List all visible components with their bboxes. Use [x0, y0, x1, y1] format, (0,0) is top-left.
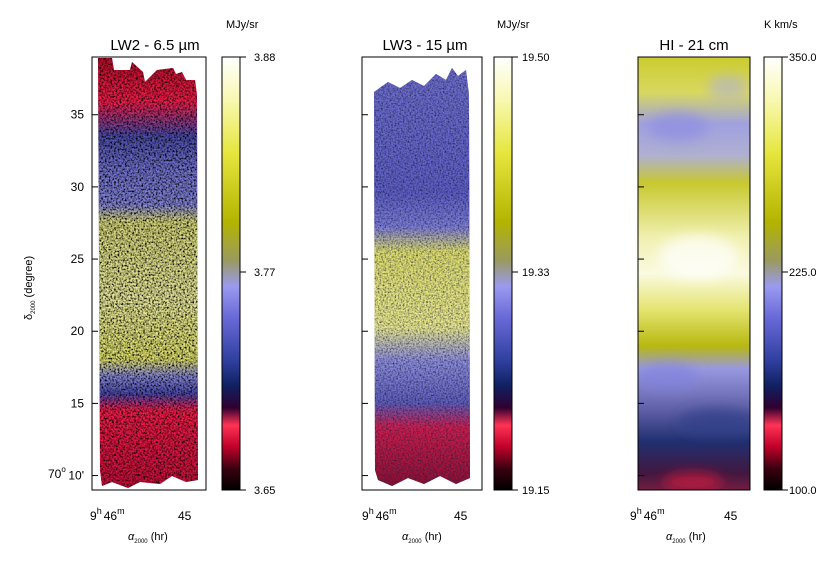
y-tick-label: 30: [71, 180, 85, 194]
unit-label-lw3: MJy/sr: [497, 19, 530, 31]
x-tick-right-lw3: 45: [454, 509, 468, 523]
scale-max-lw3: 19.50: [522, 52, 550, 64]
unit-label-lw2: MJy/sr: [226, 19, 259, 31]
y-axis-label: δ2000 (degree): [23, 256, 37, 320]
x-tick-left-lw2: 9h 46m: [90, 506, 125, 523]
scale-max-hi: 350.0: [789, 52, 817, 64]
hi-map-viewport: [638, 57, 750, 490]
lw2-intensity-map: [98, 58, 198, 488]
panel-hi: HI - 21 cm K km/s 9h 46m 45 α2000 (hr) 35…: [630, 19, 817, 545]
colorbar-lw2: [221, 56, 241, 491]
y-axis-lw2: 35 30 25 20 15 10': [68, 108, 98, 483]
scale-min-lw2: 3.65: [254, 485, 275, 497]
panel-title-lw3: LW3 - 15 µm: [382, 37, 467, 54]
y-tick-label: 20: [71, 324, 85, 338]
y-tick-label: 35: [71, 108, 85, 122]
scale-mid-lw2: 3.77: [254, 267, 275, 279]
scale-min-lw3: 19.15: [522, 485, 550, 497]
unit-label-hi: K km/s: [764, 19, 798, 31]
x-tick-left-hi: 9h 46m: [630, 506, 665, 523]
y-axis-lw3: [362, 114, 368, 477]
scale-mid-lw3: 19.33: [522, 267, 550, 279]
scale-mid-hi: 225.0: [789, 267, 817, 279]
panel-title-hi: HI - 21 cm: [659, 37, 728, 54]
scale-min-hi: 100.0: [789, 485, 817, 497]
x-tick-right-lw2: 45: [178, 509, 192, 523]
y-tick-label: 15: [71, 396, 85, 410]
x-axis-label-lw2: α2000 (hr): [128, 531, 168, 545]
axes-frame-lw3: [361, 56, 483, 491]
hi-map-structure: [638, 75, 750, 490]
x-tick-left-lw3: 9h 46m: [362, 506, 397, 523]
y-corner-label: 70o: [48, 465, 66, 481]
colorbar-hi: [763, 56, 783, 491]
axes-frame-lw2: [91, 56, 207, 491]
colorbar-lw3: [493, 56, 513, 491]
y-axis-hi: [638, 114, 644, 477]
panel-title-lw2: LW2 - 6.5 µm: [110, 37, 199, 54]
axes-frame-hi: [637, 56, 751, 491]
lw3-intensity-map: [374, 68, 470, 486]
panel-lw2: LW2 - 6.5 µm MJy/sr 35 30 25 20 15 10' δ2000 …: [23, 19, 275, 545]
y-tick-label: 25: [71, 252, 85, 266]
x-axis-label-lw3: α2000 (hr): [402, 531, 442, 545]
x-axis-label-hi: α2000 (hr): [666, 531, 706, 545]
y-tick-label: 10': [68, 469, 84, 483]
scale-max-lw2: 3.88: [254, 52, 275, 64]
x-tick-right-hi: 45: [724, 509, 738, 523]
panel-lw3: LW3 - 15 µm MJy/sr 9h 46m 45 α2000 (hr) 1…: [361, 19, 550, 545]
